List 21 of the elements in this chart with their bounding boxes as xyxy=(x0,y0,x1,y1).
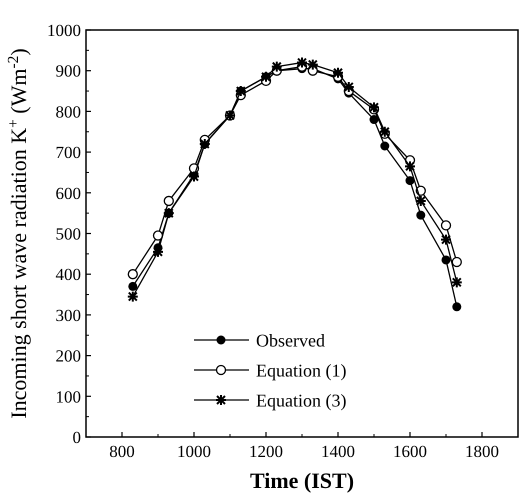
x-tick-label: 800 xyxy=(109,442,135,461)
x-tick-label: 1200 xyxy=(249,442,283,461)
y-tick-label: 600 xyxy=(56,184,81,203)
x-axis-title: Time (IST) xyxy=(250,468,354,493)
y-tick-label: 300 xyxy=(56,306,81,325)
legend-label: Equation (1) xyxy=(256,360,346,380)
x-tick-label: 1600 xyxy=(393,442,427,461)
legend-label: Observed xyxy=(256,330,325,350)
x-tick-label: 1800 xyxy=(465,442,499,461)
y-tick-label: 200 xyxy=(56,346,81,366)
x-tick-label: 1000 xyxy=(177,442,211,461)
x-tick-label: 1400 xyxy=(321,442,355,461)
legend-label: Equation (3) xyxy=(256,390,346,410)
y-tick-label: 800 xyxy=(56,102,81,122)
y-tick-label: 500 xyxy=(56,224,81,244)
y-tick-label: 900 xyxy=(56,62,81,81)
y-tick-label: 700 xyxy=(56,143,81,162)
y-tick-label: 1000 xyxy=(47,20,81,40)
y-tick-label: 0 xyxy=(72,428,81,447)
y-tick-label: 400 xyxy=(56,265,81,284)
y-tick-label: 100 xyxy=(56,387,81,406)
